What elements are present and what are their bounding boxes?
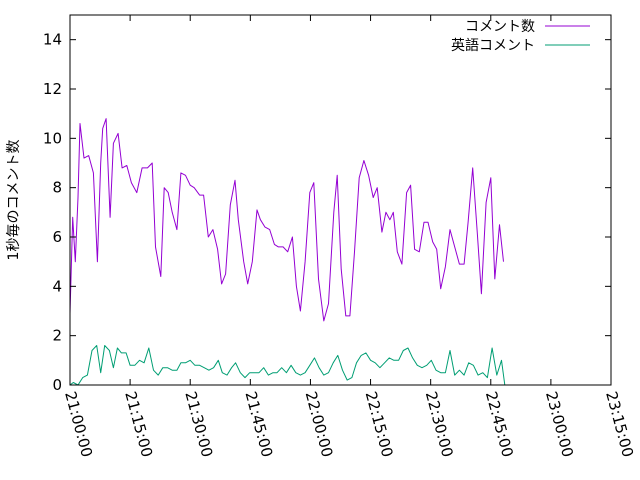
x-tick-label: 23:15:00 <box>602 389 637 459</box>
legend-label: コメント数 <box>465 19 535 35</box>
x-tick-label: 22:45:00 <box>482 389 517 459</box>
chart-marks <box>69 118 506 386</box>
y-tick-label: 8 <box>52 179 62 197</box>
y-axis-title: 1秒毎のコメント数 <box>6 140 22 261</box>
x-tick-label: 23:00:00 <box>542 389 577 459</box>
y-tick-label: 6 <box>52 228 62 246</box>
series-line-1 <box>69 118 504 322</box>
series-line-2 <box>69 345 506 386</box>
x-tick-label: 22:15:00 <box>362 389 397 459</box>
y-tick-label: 2 <box>52 327 62 345</box>
x-tick-label: 22:00:00 <box>302 389 337 459</box>
y-tick-label: 10 <box>43 129 62 147</box>
y-tick-label: 0 <box>52 376 62 394</box>
plot-frame <box>69 14 612 386</box>
legend-label: 英語コメント <box>451 37 535 54</box>
x-tick-label: 22:30:00 <box>422 389 457 459</box>
x-tick-label: 21:00:00 <box>61 389 96 459</box>
x-tick-label: 21:30:00 <box>181 389 216 459</box>
y-tick-label: 14 <box>43 31 62 49</box>
y-tick-label: 4 <box>52 277 62 295</box>
x-tick-label: 21:45:00 <box>241 389 276 459</box>
y-tick-label: 12 <box>43 80 62 98</box>
x-tick-label: 21:15:00 <box>121 389 156 459</box>
